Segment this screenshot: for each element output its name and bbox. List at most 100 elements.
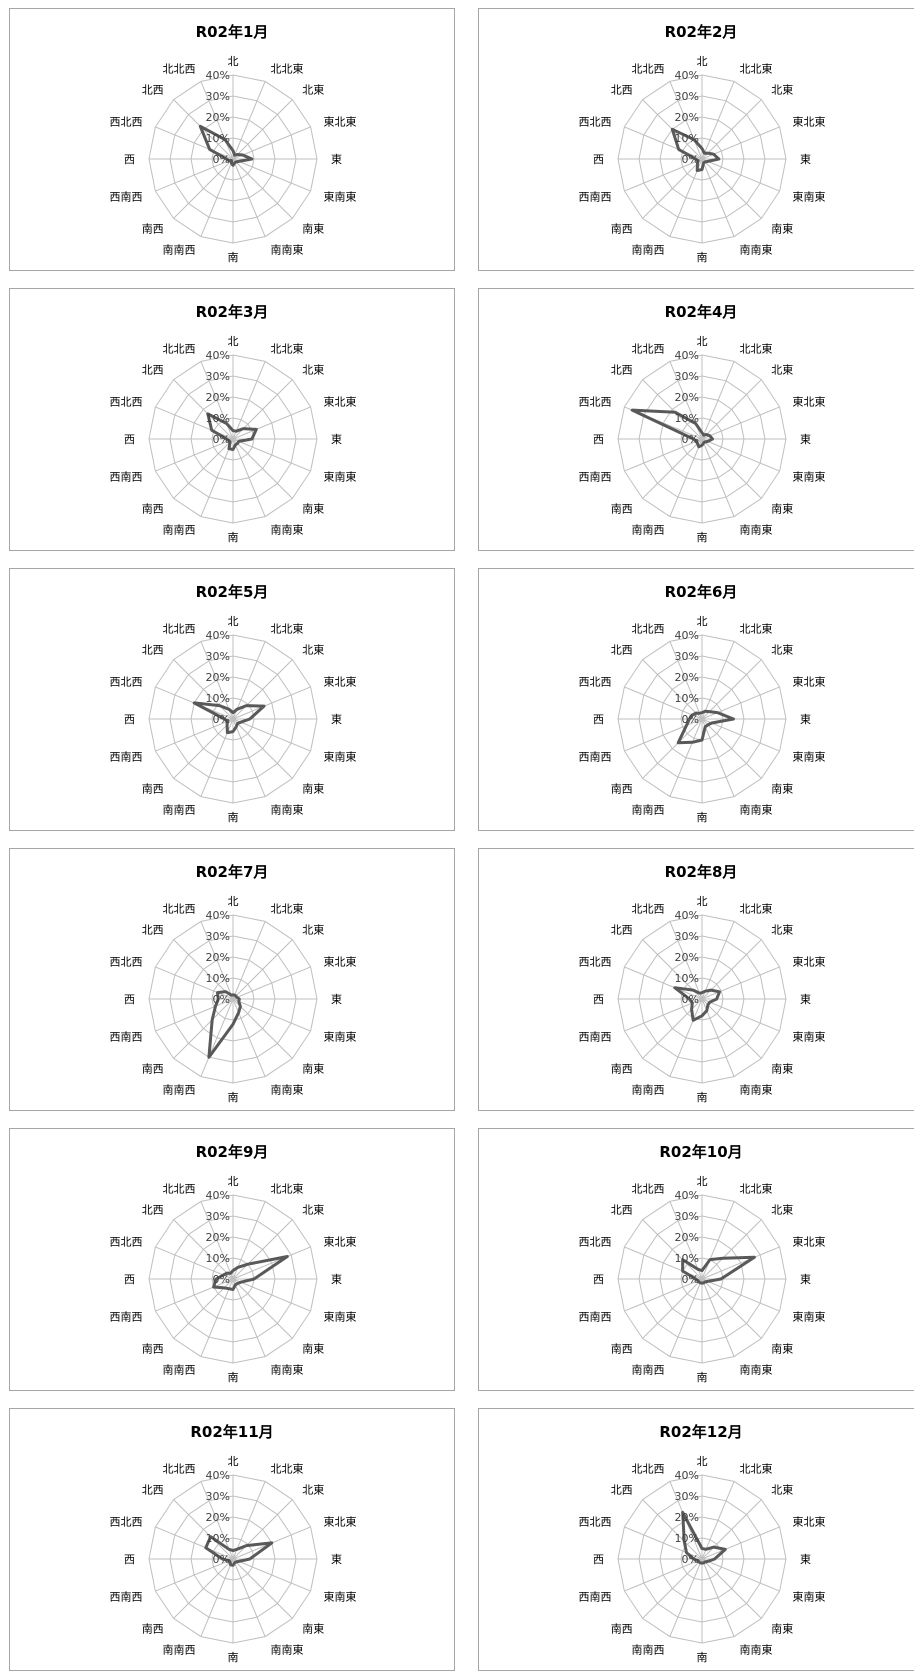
grid-spoke xyxy=(173,1558,234,1619)
category-label: 北北東 xyxy=(271,63,304,76)
grid-spoke xyxy=(232,1278,266,1357)
category-label: 東 xyxy=(800,713,811,726)
category-label: 南南東 xyxy=(271,244,304,257)
radial-tick-label: 10% xyxy=(206,972,230,985)
category-label: 北北西 xyxy=(632,623,665,636)
category-label: 西 xyxy=(593,993,604,1006)
category-label: 北西 xyxy=(142,1204,164,1217)
category-label: 東南東 xyxy=(324,1031,357,1044)
category-label: 西北西 xyxy=(579,956,612,969)
category-label: 北西 xyxy=(142,364,164,377)
grid-spoke xyxy=(624,1558,703,1592)
category-label: 西南西 xyxy=(110,1031,143,1044)
grid-spoke xyxy=(232,1499,293,1560)
category-label: 南 xyxy=(228,1651,239,1664)
category-label: 西北西 xyxy=(110,956,143,969)
grid-spoke xyxy=(642,659,703,720)
grid-spoke xyxy=(173,718,234,779)
chart-title: R02年7月 xyxy=(195,863,269,881)
grid-spoke xyxy=(701,1278,762,1339)
grid-spoke xyxy=(701,1558,780,1592)
radial-tick-label: 10% xyxy=(206,1532,230,1545)
category-label: 南南西 xyxy=(163,804,196,817)
grid-spoke xyxy=(232,1246,311,1280)
grid-spoke xyxy=(155,1526,234,1560)
chart-title: R02年4月 xyxy=(664,303,738,321)
radar-chart-panel: R02年3月 0% 10% 20% 30% 40% 北北北東 北東 東北東東東南東 南東 南南東南南… xyxy=(9,288,455,551)
grid-spoke xyxy=(669,81,703,160)
category-label: 北北東 xyxy=(740,1463,773,1476)
category-label: 西南西 xyxy=(579,1311,612,1324)
grid-spoke xyxy=(173,1219,234,1280)
category-label: 北東 xyxy=(771,644,793,657)
grid-spoke xyxy=(173,1499,234,1560)
grid-spoke xyxy=(701,1558,762,1619)
category-label: 西 xyxy=(593,1273,604,1286)
category-label: 東南東 xyxy=(793,191,826,204)
radial-tick-label: 20% xyxy=(206,671,230,684)
grid-spoke xyxy=(624,966,703,1000)
radial-tick-label: 20% xyxy=(675,1511,699,1524)
grid-spoke xyxy=(200,438,234,517)
category-label: 西北西 xyxy=(110,116,143,129)
category-label: 南 xyxy=(228,1371,239,1384)
category-label: 西 xyxy=(593,1553,604,1566)
category-label: 南西 xyxy=(611,782,633,795)
radial-tick-label: 40% xyxy=(206,1469,230,1482)
grid-spoke xyxy=(624,158,703,192)
chart-title: R02年8月 xyxy=(664,863,738,881)
category-label: 北北東 xyxy=(740,343,773,356)
grid-spoke xyxy=(701,641,735,720)
grid-spoke xyxy=(669,438,703,517)
radial-tick-label: 30% xyxy=(675,90,699,103)
category-label: 南 xyxy=(228,1091,239,1104)
category-label: 南東 xyxy=(771,502,793,515)
category-label: 北 xyxy=(697,55,708,68)
category-label: 南東 xyxy=(302,502,324,515)
radar-chart-panel: R02年8月 0% 10% 20% 30% 40% 北北北東 北東 東北東東東南東 南東 南南東南南… xyxy=(478,848,914,1111)
category-label: 北北東 xyxy=(271,343,304,356)
radial-tick-label: 0% xyxy=(213,1553,230,1566)
data-series-line xyxy=(198,124,254,167)
category-label: 南南西 xyxy=(632,524,665,537)
category-label: 北 xyxy=(697,1455,708,1468)
category-label: 北東 xyxy=(302,1204,324,1217)
category-label: 西南西 xyxy=(110,191,143,204)
radial-tick-label: 30% xyxy=(206,90,230,103)
grid-spoke xyxy=(701,659,762,720)
category-label: 南南西 xyxy=(163,1644,196,1657)
grid-spoke xyxy=(701,1558,735,1637)
category-label: 南 xyxy=(228,531,239,544)
grid-spoke xyxy=(155,158,234,192)
category-label: 東 xyxy=(331,1273,342,1286)
category-label: 南南東 xyxy=(740,524,773,537)
grid-spoke xyxy=(701,438,735,517)
radial-tick-label: 40% xyxy=(675,1469,699,1482)
category-label: 北北東 xyxy=(271,623,304,636)
category-label: 南西 xyxy=(611,222,633,235)
grid-spoke xyxy=(155,1558,234,1592)
category-label: 南西 xyxy=(611,1342,633,1355)
grid-spoke xyxy=(701,998,780,1032)
grid-spoke xyxy=(701,998,762,1059)
grid-spoke xyxy=(624,686,703,720)
radial-tick-label: 40% xyxy=(675,1189,699,1202)
category-label: 南東 xyxy=(771,782,793,795)
grid-spoke xyxy=(173,998,234,1059)
category-label: 北西 xyxy=(142,84,164,97)
radar-chart-panel: R02年11月 0% 10% 20% 30% 40% 北北北東 北東 東北東東東南東 南東 南南東南… xyxy=(9,1408,455,1671)
grid-spoke xyxy=(701,438,762,499)
category-label: 北西 xyxy=(611,924,633,937)
category-label: 北北西 xyxy=(163,63,196,76)
category-label: 南南東 xyxy=(740,1364,773,1377)
category-label: 南東 xyxy=(771,1342,793,1355)
category-label: 西北西 xyxy=(579,676,612,689)
category-label: 南東 xyxy=(302,1622,324,1635)
category-label: 南南東 xyxy=(740,804,773,817)
category-label: 東北東 xyxy=(324,396,357,409)
category-label: 南 xyxy=(697,251,708,264)
data-series-line xyxy=(681,1255,756,1285)
grid-spoke xyxy=(669,998,703,1077)
radial-tick-label: 40% xyxy=(206,349,230,362)
